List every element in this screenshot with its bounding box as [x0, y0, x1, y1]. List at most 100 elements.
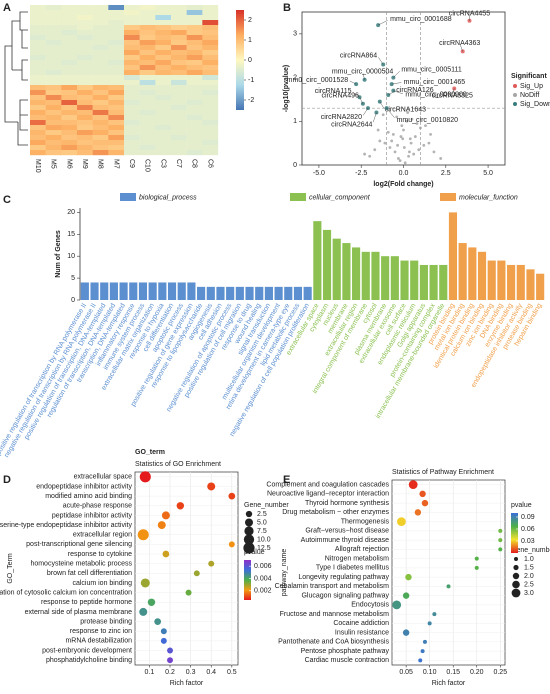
x-tick-label: positive regulation of transcription by …: [0, 302, 88, 456]
heatmap-cell: [30, 130, 46, 136]
bubble: [446, 584, 451, 589]
heatmap-cell: [139, 50, 156, 56]
heatmap-cell: [124, 55, 140, 61]
bar: [293, 286, 303, 300]
heatmap-cell: [139, 55, 156, 61]
point: [391, 133, 395, 136]
bubble: [207, 482, 216, 491]
bubble: [228, 492, 236, 500]
point: [393, 150, 397, 154]
heatmap-cell: [61, 85, 78, 91]
heatmap-cell: [139, 60, 156, 66]
point-label: circRNA4363: [439, 40, 480, 47]
heatmap-cell: [45, 80, 62, 86]
heatmap-cell: [139, 85, 156, 91]
column-label: M7: [112, 159, 119, 169]
y-tick-label: 0: [293, 162, 297, 169]
heatmap-cell: [139, 140, 156, 146]
x-tick-label: 5.0: [483, 170, 493, 177]
heatmap-cell: [61, 135, 78, 141]
heatmap-cell: [61, 75, 78, 81]
y-tick-label: 2: [293, 74, 297, 81]
x-tick-label: 0.05: [399, 669, 413, 676]
bubble: [162, 550, 170, 558]
heatmap-cell: [92, 100, 109, 106]
heatmap-cell: [30, 115, 46, 121]
heatmap-cell: [202, 75, 219, 81]
heatmap-cell: [45, 65, 62, 71]
heatmap-cell: [30, 45, 46, 51]
heatmap-cell: [108, 25, 125, 31]
size-legend-marker: [243, 542, 255, 554]
heatmap-cell: [77, 105, 93, 111]
point: [383, 141, 387, 145]
x-tick-label: 0.15: [446, 669, 460, 676]
heatmap-cell: [92, 95, 109, 101]
leader-line: [378, 20, 388, 26]
heatmap-cell: [30, 65, 46, 71]
heatmap-cell: [108, 85, 125, 91]
point: [409, 141, 413, 145]
heatmap-cell: [77, 10, 93, 16]
heatmap-cell: [61, 105, 78, 111]
heatmap-cell: [171, 120, 187, 126]
point: [363, 152, 366, 156]
heatmap-cell: [77, 80, 93, 86]
heatmap-cell: [202, 115, 219, 121]
bubble: [137, 529, 149, 541]
heatmap-cell: [186, 15, 203, 21]
heatmap-cell: [155, 10, 172, 16]
y-tick-label: 5: [71, 275, 75, 282]
heatmap-cell: [61, 150, 78, 156]
heatmap-cell: [30, 85, 46, 91]
heatmap-cell: [155, 125, 172, 131]
y-axis-label: -log10(pvalue): [283, 65, 290, 112]
heatmap-cell: [77, 125, 93, 131]
heatmap-cell: [155, 55, 172, 61]
point-label: circRNA126: [396, 87, 433, 94]
heatmap-cell: [30, 50, 46, 56]
colorbar-tick-label: 2: [248, 17, 252, 24]
leader-line: [391, 82, 402, 85]
column-label: C9: [128, 159, 135, 168]
heatmap-cell: [92, 105, 109, 111]
bar: [448, 212, 458, 300]
y-tick-label: Graft−versus−host disease: [305, 528, 389, 535]
heatmap-cell: [45, 5, 62, 11]
heatmap-cell: [139, 35, 156, 41]
colorbar-tick-label: 0.03: [521, 538, 535, 545]
point: [386, 130, 390, 134]
heatmap-cell: [45, 75, 62, 81]
heatmap-cell: [124, 65, 140, 71]
point: [402, 146, 406, 149]
heatmap-cell: [92, 80, 109, 86]
point: [429, 133, 432, 136]
y-tick-label: response to zinc ion: [70, 628, 132, 635]
heatmap-cell: [45, 105, 62, 111]
heatmap-cell: [108, 115, 125, 121]
heatmap-cell: [45, 90, 62, 96]
heatmap-cell: [139, 150, 156, 156]
heatmap-cell: [171, 45, 187, 51]
heatmap-cell: [45, 135, 62, 141]
bar: [516, 264, 525, 300]
point: [390, 139, 394, 143]
heatmap-cell: [30, 125, 46, 131]
y-tick-label: homocysteine metabolic process: [30, 561, 132, 568]
x-tick-label: 0.1: [145, 669, 155, 676]
heatmap-cell: [108, 65, 125, 71]
colorbar-tick-label: 0.004: [254, 575, 272, 582]
leader-line: [388, 90, 395, 96]
heatmap-cell: [92, 25, 109, 31]
y-tick-label: Pentose phosphate pathway: [301, 648, 390, 655]
heatmap-cell: [186, 135, 203, 141]
legend-marker: [513, 93, 517, 97]
x-tick-label: positive regulation of transcription, DN…: [23, 302, 107, 441]
heatmap-cell: [186, 5, 203, 11]
point: [395, 115, 399, 119]
size-legend-marker: [244, 526, 254, 536]
bubble: [176, 502, 185, 510]
heatmap-cell: [92, 20, 109, 26]
heatmap-cell: [45, 50, 62, 56]
pvalue-legend-title: pvalue: [244, 549, 265, 556]
